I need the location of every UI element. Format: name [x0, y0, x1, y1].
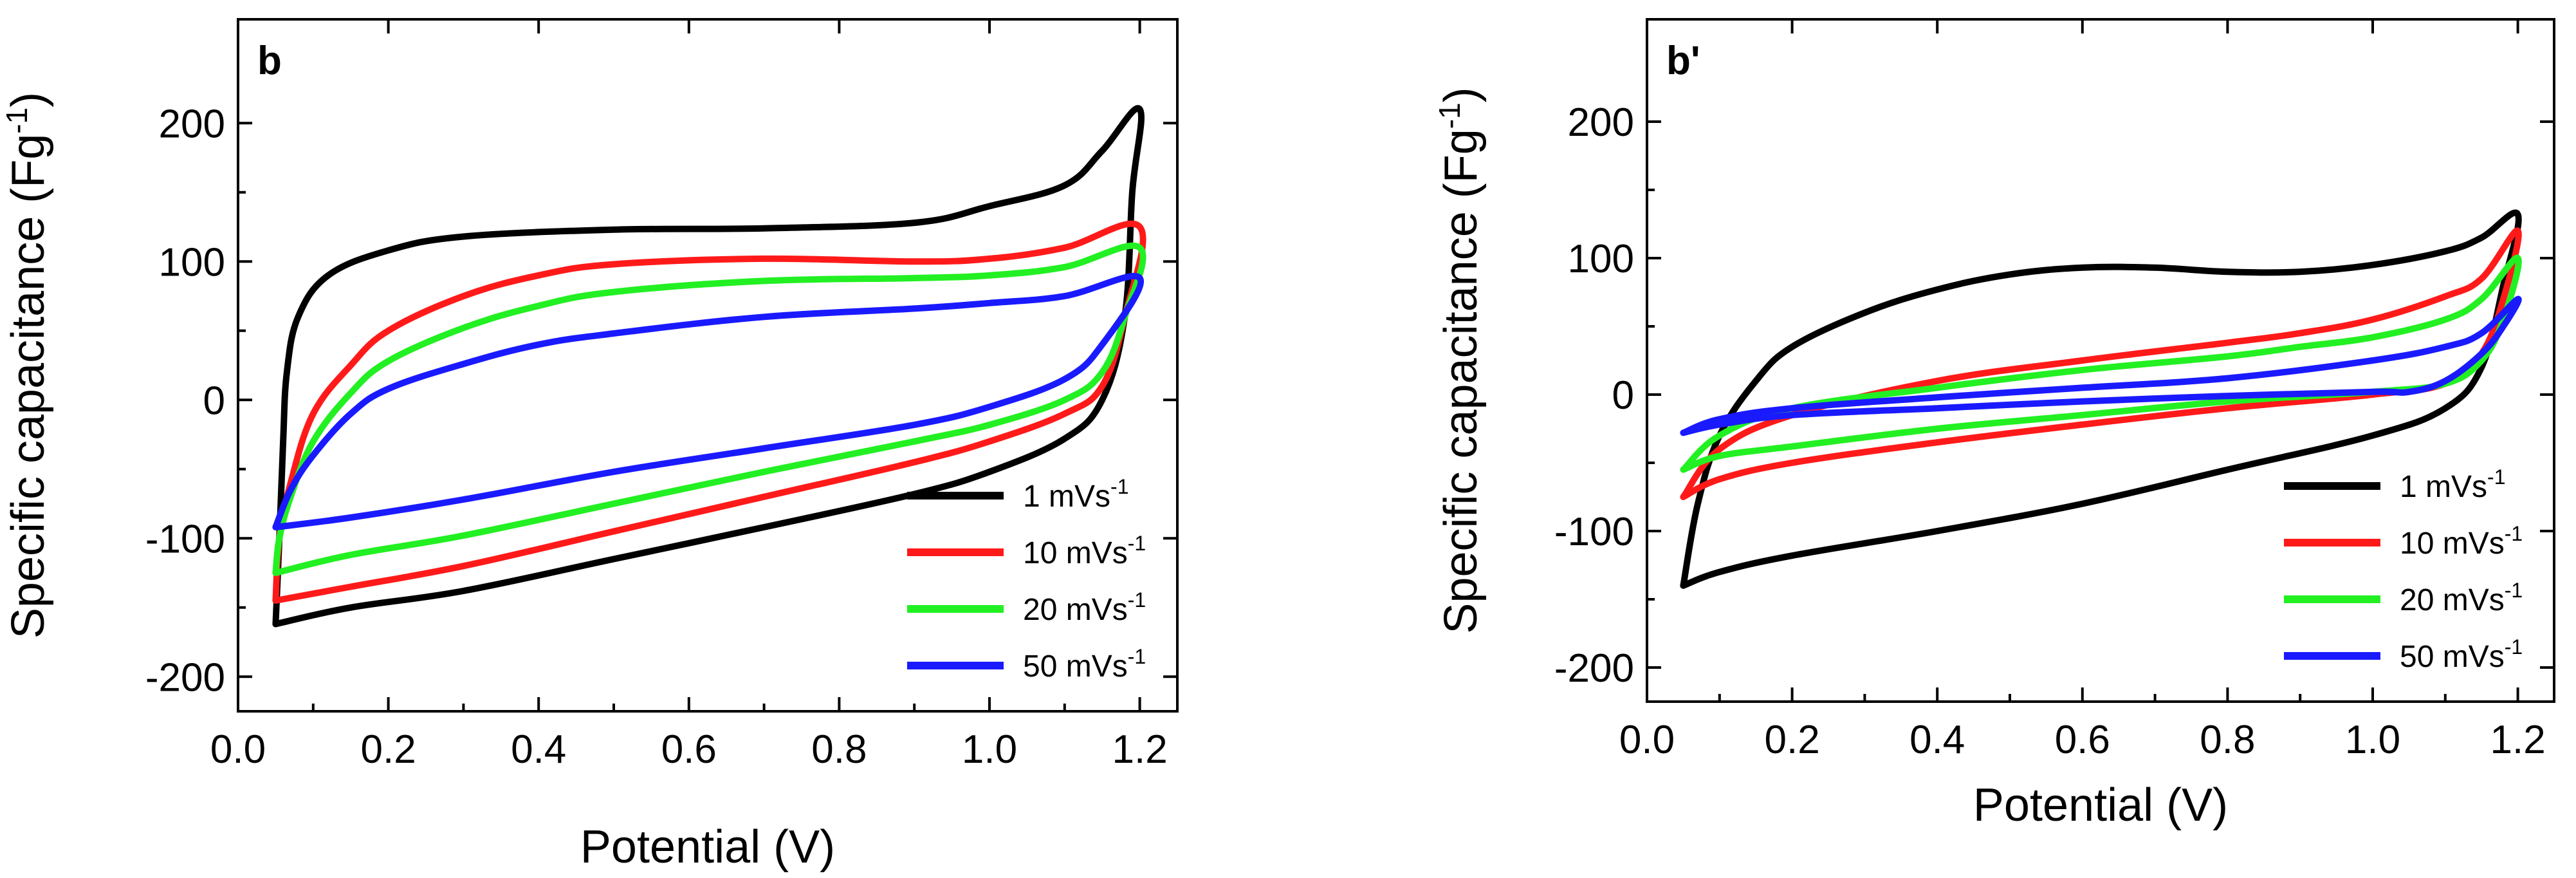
y-tick-label: 200: [159, 102, 225, 146]
x-tick-label: 1.0: [962, 727, 1017, 772]
y-axis-label: Specific capacitance (Fg-1): [0, 92, 54, 639]
y-tick-label: -100: [145, 517, 225, 561]
series-line-0: [272, 105, 1145, 628]
y-tick-label: -200: [145, 655, 225, 700]
legend-label-1: 10 mVs-1: [1023, 532, 1146, 570]
x-tick-label: 0.2: [1764, 718, 1819, 762]
legend-label-1: 10 mVs-1: [2400, 522, 2523, 561]
legend-label-2: 20 mVs-1: [1023, 588, 1146, 627]
x-tick-label: 0.6: [661, 727, 717, 772]
chart-panel-b-prime: 0.0 0.2 0.4 0.6 0.8 1.0 1.2 -200 -100 0 100 200 b' Po…: [1433, 18, 2555, 831]
series-line-1: [272, 220, 1146, 604]
y-tick-label: 200: [1568, 100, 1634, 145]
plot-frame: [1646, 18, 2555, 703]
x-tick-label: 0.4: [511, 727, 566, 772]
panel-label: b': [1666, 39, 1700, 83]
x-tick-label: 0.0: [1619, 718, 1675, 762]
x-tick-label: 1.2: [2490, 718, 2545, 762]
plot-frame: [237, 18, 1179, 713]
x-tick-label: 0.8: [811, 727, 867, 772]
legend-label-3: 50 mVs-1: [2400, 635, 2523, 674]
x-axis-label: Potential (V): [1973, 780, 2228, 831]
panel-label: b: [257, 39, 282, 83]
x-tick-label: 1.0: [2345, 718, 2400, 762]
series-line-2: [272, 242, 1146, 576]
y-tick-label: 0: [1612, 373, 1634, 418]
chart-panel-b: 0.0 0.2 0.4 0.6 0.8 1.0 1.2 -200 -100 0 100 200 b Pot…: [0, 18, 1179, 873]
series-line-2: [1680, 254, 2522, 473]
y-tick-label: 100: [159, 240, 225, 285]
x-tick-label: 0.0: [210, 727, 266, 772]
series-line-1: [1680, 227, 2522, 500]
legend-label-3: 50 mVs-1: [1023, 645, 1146, 684]
legend-label-2: 20 mVs-1: [2400, 579, 2523, 617]
x-tick-label: 0.8: [2200, 718, 2255, 762]
x-tick-label: 0.4: [1909, 718, 1965, 762]
series-line-0: [1680, 209, 2522, 589]
x-tick-label: 0.2: [360, 727, 416, 772]
y-tick-label: -200: [1554, 646, 1634, 691]
x-tick-label: 1.2: [1112, 727, 1167, 772]
x-tick-label: 0.6: [2055, 718, 2110, 762]
x-axis-label: Potential (V): [580, 821, 835, 873]
y-axis-label: Specific capacitance (Fg-1): [1433, 87, 1487, 633]
legend-label-0: 1 mVs-1: [2400, 465, 2505, 504]
series-line-3: [1680, 295, 2522, 436]
y-tick-label: -100: [1554, 510, 1634, 554]
series-line-3: [272, 272, 1145, 530]
y-tick-label: 0: [203, 378, 225, 423]
y-tick-label: 100: [1568, 237, 1634, 281]
legend-label-0: 1 mVs-1: [1023, 475, 1128, 514]
